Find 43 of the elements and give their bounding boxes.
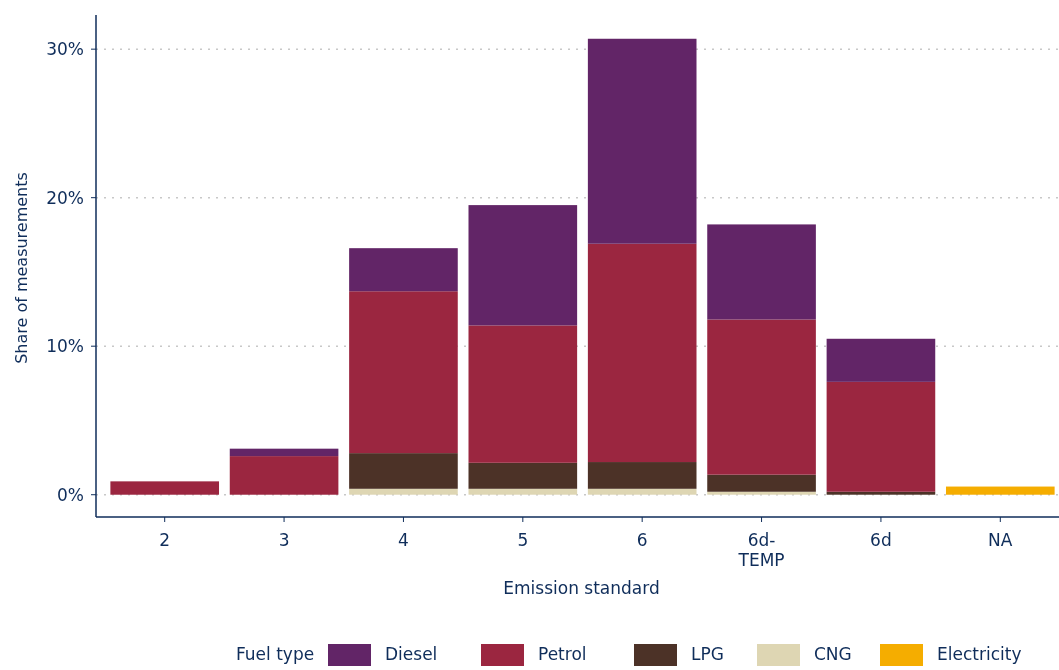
bar [468,462,578,489]
legend-label: Diesel [385,644,438,664]
bar [707,224,816,320]
bar [707,319,816,475]
x-tick-label: 2 [159,530,171,550]
bar [229,456,339,495]
y-tick-label: 0% [57,484,84,505]
y-tick-label: 20% [46,187,84,208]
bar [468,205,578,326]
bar [110,481,220,495]
bar [587,243,697,463]
bar [587,488,697,495]
legend-label: Electricity [937,644,1022,664]
bar [349,291,458,454]
x-tick-label: 4 [398,530,409,550]
x-tick-label: 6d-TEMP [737,530,785,570]
x-tick-label: 6d [870,530,892,550]
legend-label: CNG [814,644,852,664]
bar [587,38,697,244]
x-tick-label: 6 [636,530,648,550]
legend-title: Fuel type [236,644,315,664]
bar [826,491,936,495]
bar [229,448,339,457]
bar [587,462,697,489]
bar [707,491,816,495]
bar [468,325,578,463]
bar [826,381,936,492]
x-tick-label: NA [988,530,1013,550]
bar [468,488,578,495]
bar [349,453,458,489]
y-tick-label: 10% [46,336,84,357]
bar [945,486,1055,495]
y-tick-label: 30% [46,39,84,60]
y-axis-title: Share of measurements [12,172,31,364]
x-axis-title: Emission standard [503,578,660,598]
x-tick-label: 5 [517,530,529,550]
bar [826,338,936,382]
legend-label: Petrol [538,644,587,664]
x-tick-label: 3 [278,530,290,550]
bar [349,488,458,495]
bar [349,248,458,292]
bar [707,474,816,492]
legend-label: LPG [691,644,724,664]
